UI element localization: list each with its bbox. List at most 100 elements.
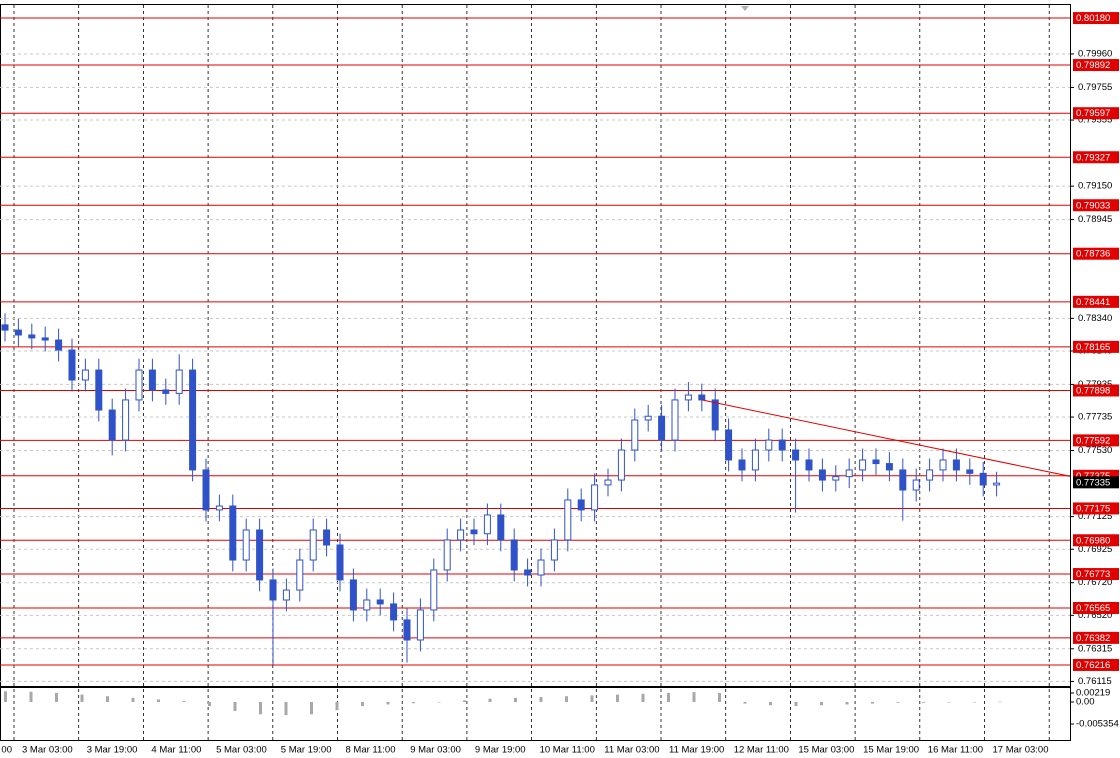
x-tick-label: 5 Mar 03:00 (216, 745, 267, 756)
osc-bar (922, 701, 925, 703)
level-label: 0.76565 (1076, 603, 1110, 614)
x-tick-label: 4 Mar 11:00 (151, 745, 201, 756)
osc-bar (335, 701, 339, 711)
candle-body (644, 415, 652, 421)
osc-bar (131, 697, 135, 702)
candle-body (416, 609, 424, 641)
level-label: 0.78165 (1076, 342, 1110, 353)
osc-bar (463, 700, 466, 702)
osc-bar (820, 701, 823, 706)
osc-bar (233, 701, 237, 712)
osc-bar (616, 694, 619, 702)
level-label: 0.79327 (1076, 152, 1110, 163)
candle-body (483, 514, 491, 535)
osc-bar (590, 695, 594, 702)
candle-body (859, 459, 867, 471)
candle-body (564, 499, 572, 541)
candle-body (845, 469, 853, 478)
osc-tick-label: 0.00 (1076, 696, 1095, 707)
x-tick-label: 3 Mar 19:00 (87, 745, 138, 756)
osc-bar (769, 701, 772, 706)
osc-bar (437, 701, 441, 703)
x-tick-label: 3 Mar 03:00 (22, 745, 73, 756)
y-tick-label: 0.77735 (1078, 412, 1112, 423)
level-label-bg (1073, 247, 1119, 260)
candle-body (738, 459, 746, 471)
osc-tick-label: 0.00219 (1076, 687, 1110, 698)
candle-body (55, 339, 63, 351)
candle-body (189, 369, 197, 471)
osc-bar (386, 701, 390, 705)
y-tick-label: 0.79150 (1078, 181, 1112, 192)
y-tick-label: 0.76925 (1078, 544, 1112, 555)
osc-bar (259, 701, 262, 715)
candle-body (309, 529, 317, 561)
osc-bar (4, 691, 7, 702)
candle-body (872, 459, 880, 465)
plot-frame (0, 4, 1071, 687)
osc-bar (412, 701, 415, 704)
x-tick-label: 10 Mar 11:00 (540, 745, 595, 756)
level-label-bg (1073, 199, 1119, 212)
candle-body (993, 482, 1001, 486)
osc-bar (743, 701, 747, 704)
level-label: 0.77592 (1076, 435, 1110, 446)
level-label-bg (1073, 601, 1119, 614)
x-tick-label: 9 Mar 03:00 (410, 745, 461, 756)
candle-body (457, 529, 465, 541)
candle-body (832, 476, 840, 481)
y-tick-label: 0.76520 (1078, 610, 1112, 621)
candle-body (148, 369, 156, 391)
candle-body (966, 469, 974, 474)
level-label: 0.76773 (1076, 569, 1110, 580)
osc-bar (794, 701, 798, 707)
level-label: 0.79597 (1076, 108, 1110, 119)
level-label: 0.79033 (1076, 200, 1110, 211)
x-tick-label: 11 Mar 03:00 (604, 745, 659, 756)
x-tick-label: 12 Mar 11:00 (734, 745, 789, 756)
level-label: 0.78441 (1076, 297, 1110, 308)
candle-body (81, 369, 89, 381)
candle-body (952, 459, 960, 471)
osc-bar (871, 701, 874, 704)
candle-body (256, 529, 264, 581)
candle-body (470, 529, 478, 535)
candle-body (765, 439, 773, 451)
level-label: 0.76382 (1076, 633, 1110, 644)
level-label: 0.76980 (1076, 535, 1110, 546)
candle-body (497, 514, 505, 541)
osc-bar (284, 701, 288, 716)
osc-bar (667, 692, 670, 702)
y-tick-label: 0.76315 (1078, 643, 1112, 654)
candle-body (296, 559, 304, 591)
y-tick-label: 0.78340 (1078, 313, 1112, 324)
shift-marker (741, 6, 749, 11)
candle-body (68, 349, 76, 381)
candle-body (818, 469, 826, 481)
candle-body (122, 399, 130, 441)
osc-bar (947, 701, 951, 703)
candle-body (926, 469, 934, 481)
candle-body (14, 329, 22, 336)
candle-body (363, 599, 371, 611)
osc-bar (29, 691, 33, 702)
candle-body (939, 459, 947, 471)
candle-body (751, 449, 759, 471)
level-label-bg (1073, 107, 1119, 120)
osc-bar (539, 697, 543, 702)
level-label-bg (1073, 434, 1119, 447)
candle-body (430, 569, 438, 611)
osc-bar (565, 696, 568, 702)
candle-body (885, 463, 893, 471)
osc-bar (998, 701, 1002, 703)
bid-label: 0.77335 (1076, 477, 1110, 488)
candle-body (631, 419, 639, 451)
level-label-bg (1073, 295, 1119, 308)
osc-bar (641, 693, 645, 702)
x-tick-label: 9 Mar 19:00 (475, 745, 526, 756)
candle-body (912, 479, 920, 491)
candle-body (242, 529, 250, 561)
candle-body (403, 619, 411, 641)
